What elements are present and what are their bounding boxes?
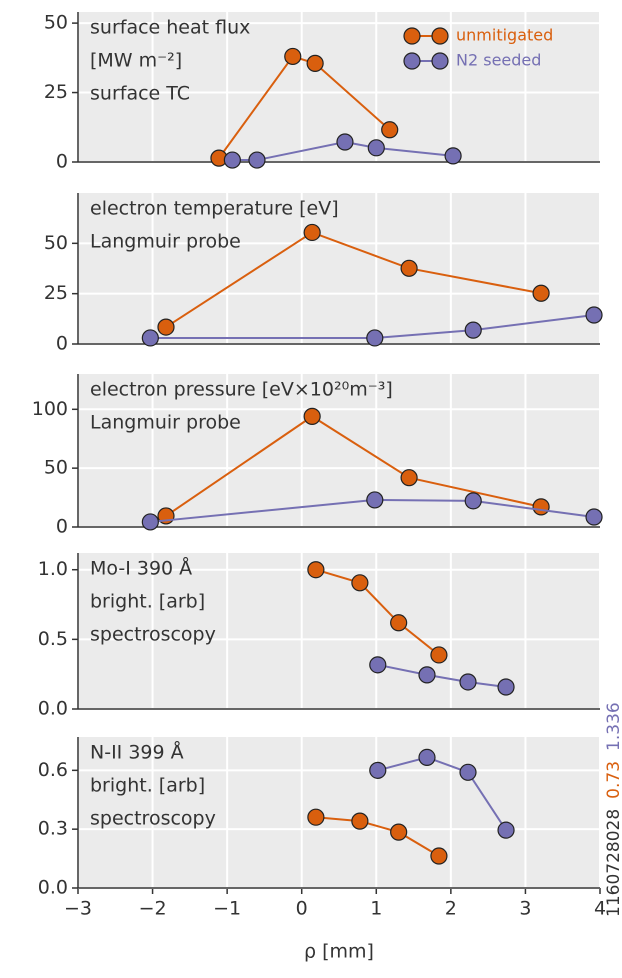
data-point <box>497 821 515 839</box>
y-tick-label: 100 <box>32 398 68 420</box>
y-tick-label: 25 <box>44 282 68 304</box>
data-point <box>367 139 385 157</box>
series-line <box>315 816 440 857</box>
data-point <box>369 761 387 779</box>
series-line <box>150 498 595 523</box>
data-point <box>248 151 266 169</box>
series-line <box>165 415 542 517</box>
series-line <box>377 756 507 831</box>
data-point <box>585 508 603 526</box>
side-annotation: 0.73 <box>604 761 622 799</box>
panel-label: Langmuir probe <box>90 412 241 434</box>
data-point <box>307 561 325 579</box>
data-point <box>459 673 477 691</box>
x-tick-label: 2 <box>445 898 457 920</box>
data-point <box>464 321 482 339</box>
legend-marker <box>431 52 449 70</box>
data-point <box>585 306 603 324</box>
panel-label: electron temperature [eV] <box>90 198 339 220</box>
legend-label: N2 seeded <box>456 51 541 70</box>
panel-label: surface heat flux <box>90 17 250 39</box>
x-tick-label: 0 <box>296 898 308 920</box>
legend-marker <box>403 52 421 70</box>
x-tick-label: −1 <box>213 898 241 920</box>
data-point <box>141 329 159 347</box>
data-point <box>366 491 384 509</box>
y-tick-label: 0.3 <box>38 818 68 840</box>
series-line <box>150 314 595 339</box>
panel-label: N-II 399 Å <box>90 741 184 764</box>
series-line <box>165 231 542 328</box>
data-point <box>400 469 418 487</box>
series-line <box>218 55 391 159</box>
data-point <box>444 147 462 165</box>
data-point <box>381 121 399 139</box>
data-point <box>369 656 387 674</box>
panel-label: [MW m⁻²] <box>90 50 182 72</box>
y-tick-label: 50 <box>44 232 68 254</box>
data-point <box>464 492 482 510</box>
legend-label: unmitigated <box>456 26 553 45</box>
data-point <box>303 407 321 425</box>
data-point <box>459 763 477 781</box>
data-point <box>284 47 302 66</box>
legend-marker <box>431 27 449 45</box>
data-point <box>306 54 324 72</box>
y-tick-label: 0.5 <box>38 628 68 650</box>
data-point <box>532 284 550 302</box>
panel-label: Mo-I 390 Å <box>90 557 192 580</box>
legend-marker <box>403 27 421 45</box>
y-tick-label: 1.0 <box>38 558 68 580</box>
side-annotations: 1160728028 0.73 1.336 <box>604 702 622 917</box>
data-point <box>418 666 436 684</box>
data-point <box>351 574 369 592</box>
panel-label: spectroscopy <box>90 624 216 646</box>
y-tick-label: 0.6 <box>38 759 68 781</box>
panel-label: spectroscopy <box>90 808 216 830</box>
data-point <box>307 808 325 826</box>
series-line <box>377 663 507 688</box>
x-tick-label: 4 <box>594 898 606 920</box>
series-line <box>315 568 440 656</box>
panel-label: surface TC <box>90 83 190 105</box>
data-point <box>351 812 369 830</box>
y-tick-label: 50 <box>44 457 68 479</box>
data-point <box>430 847 448 865</box>
x-tick-label: −2 <box>139 898 167 920</box>
data-point <box>223 151 241 169</box>
y-tick-label: 0 <box>56 151 68 173</box>
y-tick-label: 0.0 <box>38 698 68 720</box>
data-point <box>430 646 448 664</box>
side-annotation: 1160728028 <box>604 809 622 917</box>
x-axis-label: ρ [mm] <box>304 941 374 963</box>
panel-label: Langmuir probe <box>90 231 241 253</box>
data-point <box>336 133 354 151</box>
x-tick-label: −3 <box>64 898 92 920</box>
y-tick-label: 0 <box>56 333 68 355</box>
x-tick-label: 3 <box>519 898 531 920</box>
panel-label: bright. [arb] <box>90 591 205 613</box>
data-point <box>366 329 384 347</box>
panel-label: bright. [arb] <box>90 775 205 797</box>
data-point <box>303 223 321 242</box>
data-point <box>141 513 159 531</box>
side-annotation: 1.336 <box>604 702 622 751</box>
x-tick-label: 1 <box>370 898 382 920</box>
data-point <box>418 748 436 766</box>
data-point <box>532 498 550 516</box>
plot-background <box>78 737 600 888</box>
y-tick-label: 50 <box>44 12 68 34</box>
y-tick-label: 25 <box>44 81 68 103</box>
data-point <box>400 259 418 277</box>
data-point <box>390 823 408 841</box>
data-point <box>157 318 175 336</box>
y-tick-label: 0.0 <box>38 877 68 899</box>
data-point <box>390 614 408 632</box>
data-point <box>497 678 515 696</box>
y-tick-label: 0 <box>56 516 68 538</box>
panel-label: electron pressure [eV×10²⁰m⁻³] <box>90 379 393 401</box>
